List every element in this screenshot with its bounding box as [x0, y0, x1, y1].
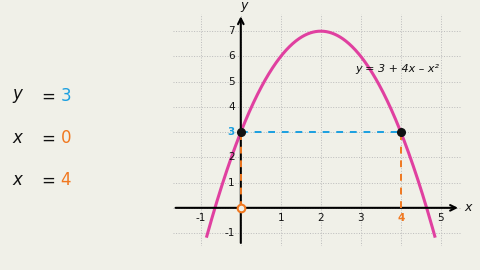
Text: 2: 2 [228, 152, 235, 162]
Text: $3$: $3$ [60, 87, 71, 105]
Text: 5: 5 [228, 77, 235, 87]
Text: y = 3 + 4x – x²: y = 3 + 4x – x² [355, 64, 439, 74]
Text: 4: 4 [228, 102, 235, 112]
Text: 6: 6 [228, 51, 235, 61]
Text: $y$: $y$ [12, 87, 24, 105]
Text: 3: 3 [228, 127, 235, 137]
Text: y: y [240, 0, 248, 12]
Text: 1: 1 [228, 178, 235, 188]
Text: $=$: $=$ [38, 87, 56, 105]
Text: $4$: $4$ [60, 171, 72, 188]
Text: $=$: $=$ [38, 129, 56, 147]
Text: 1: 1 [277, 213, 284, 223]
Text: $=$: $=$ [38, 171, 56, 188]
Text: 7: 7 [228, 26, 235, 36]
Text: $0$: $0$ [60, 129, 72, 147]
Text: 4: 4 [397, 213, 405, 223]
Text: $x$: $x$ [12, 171, 24, 188]
Text: $x$: $x$ [12, 129, 24, 147]
Text: -1: -1 [196, 213, 206, 223]
Text: 2: 2 [317, 213, 324, 223]
Text: x: x [464, 201, 471, 214]
Text: -1: -1 [225, 228, 235, 238]
Text: 3: 3 [358, 213, 364, 223]
Text: 5: 5 [437, 213, 444, 223]
